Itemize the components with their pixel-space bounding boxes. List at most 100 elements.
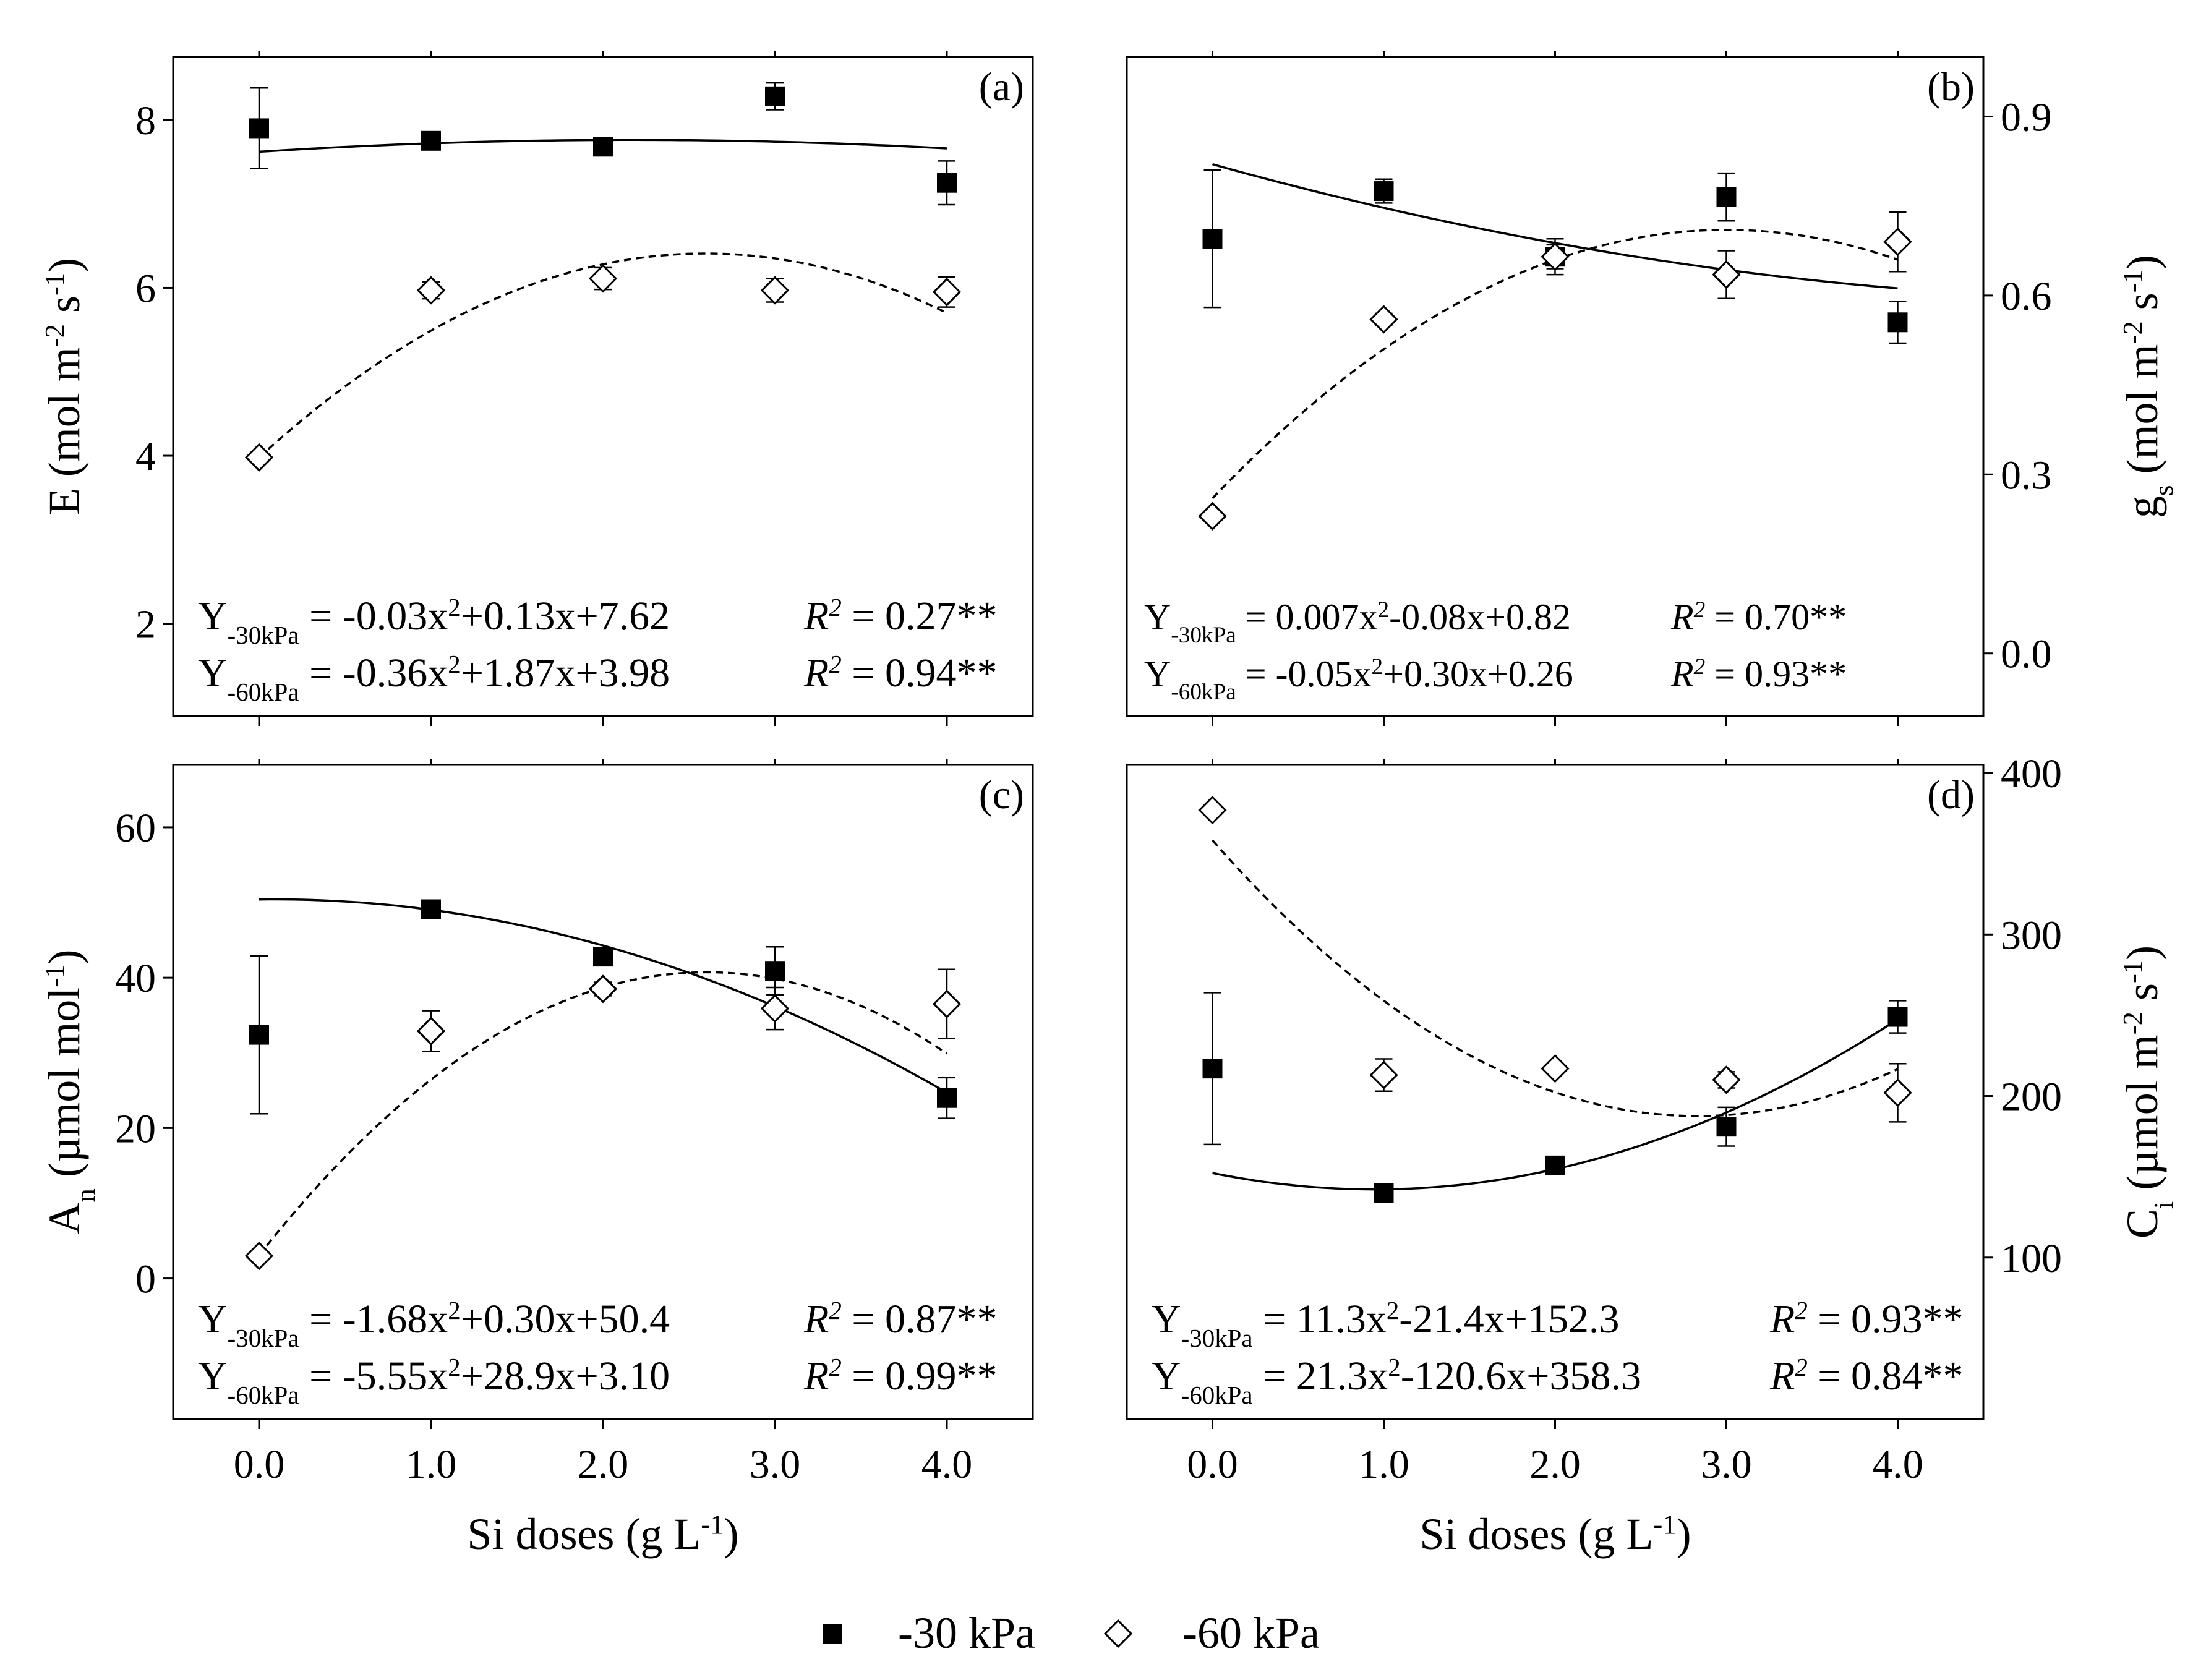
y-tick-label: 400 (2001, 751, 2062, 796)
panel-1: 2 4 6 8 E (mol m-2 s-1) (a) Y-30kPa = -0.03x2+… (39, 51, 1034, 726)
data-point-60kpa (1369, 1060, 1398, 1089)
legend-label-60kpa: -60 kPa (1182, 1608, 1320, 1658)
y-axis-label: gs (mol m-2 s-1) (2117, 255, 2179, 518)
data-point-60kpa (244, 443, 274, 472)
y-tick-label: 20 (115, 1106, 156, 1151)
y-tick-label: 60 (115, 806, 156, 851)
data-point-60kpa (1198, 501, 1227, 531)
regression-equation: Y-30kPa = 11.3x2-21.4x+152.3 (1152, 1297, 1620, 1352)
y-tick-label: 0 (135, 1257, 156, 1302)
y-tick-label: 200 (2001, 1075, 2062, 1120)
y-tick-label: 6 (135, 266, 156, 311)
data-point-30kpa (1887, 1007, 1908, 1027)
data-point-60kpa (1883, 1078, 1912, 1107)
regression-equation: Y-60kPa = 21.3x2-120.6x+358.3 (1152, 1354, 1641, 1409)
data-point-30kpa (593, 137, 613, 157)
regression-equation: Y-30kPa = 0.007x2-0.08x+0.82 (1144, 597, 1571, 648)
x-tick-label: 1.0 (1358, 1442, 1409, 1487)
panel-4: 0.0 1.0 2.0 3.0 4.0 100 200 300 400 Ci (µmol m-2 … (1126, 751, 2179, 1487)
data-point-60kpa (932, 989, 962, 1018)
data-point-30kpa (1202, 229, 1223, 249)
data-point-60kpa (416, 276, 446, 305)
y-tick-label: 300 (2001, 913, 2062, 958)
r-squared: R2 = 0.93** (1670, 654, 1847, 694)
data-point-60kpa (932, 278, 962, 307)
data-point-30kpa (1716, 1117, 1737, 1137)
data-point-30kpa (765, 86, 785, 106)
y-tick-label: 100 (2001, 1236, 2062, 1281)
data-point-60kpa (1541, 242, 1570, 271)
data-point-60kpa (1883, 227, 1912, 257)
data-point-60kpa (588, 264, 618, 293)
x-tick-label: 0.0 (1187, 1442, 1238, 1487)
legend: -30 kPa -60 kPa (823, 1608, 1320, 1658)
data-point-60kpa (760, 994, 790, 1023)
x-tick-label: 2.0 (578, 1442, 629, 1487)
data-point-60kpa (416, 1017, 446, 1046)
panel-letter: (d) (1927, 772, 1975, 817)
y-tick-label: 0.3 (2001, 453, 2052, 498)
data-point-30kpa (937, 173, 957, 193)
regression-equation: Y-30kPa = -1.68x2+0.30x+50.4 (198, 1297, 670, 1352)
r-squared: R2 = 0.94** (803, 650, 998, 696)
data-point-60kpa (244, 1241, 274, 1271)
y-tick-label: 0.6 (2001, 274, 2052, 319)
fit-line-30kpa (259, 898, 947, 1094)
data-point-30kpa (1374, 181, 1394, 202)
legend-label-30kpa: -30 kPa (898, 1608, 1035, 1658)
y-tick-label: 8 (135, 98, 156, 143)
data-point-30kpa (593, 947, 613, 967)
r-squared: R2 = 0.70** (1670, 597, 1847, 637)
legend-marker-60kpa (1103, 1619, 1133, 1648)
data-point-60kpa (760, 276, 790, 305)
r-squared: R2 = 0.84** (1769, 1354, 1964, 1399)
x-tick-label: 2.0 (1529, 1442, 1581, 1487)
x-tick-label: 3.0 (750, 1442, 801, 1487)
panel-letter: (b) (1927, 64, 1975, 109)
x-tick-label: 1.0 (406, 1442, 457, 1487)
data-point-30kpa (765, 961, 785, 981)
data-point-60kpa (588, 974, 618, 1004)
data-point-30kpa (249, 1025, 269, 1045)
data-point-30kpa (1887, 312, 1908, 333)
regression-equation: Y-60kPa = -0.05x2+0.30x+0.26 (1144, 654, 1573, 705)
y-tick-label: 2 (135, 602, 156, 647)
chart-panels: 2 4 6 8 E (mol m-2 s-1) (a) Y-30kPa = -0.03x2+… (39, 51, 2179, 1487)
x-axis-label: Si doses (g L-1) (1419, 1509, 1691, 1559)
regression-equation: Y-60kPa = -5.55x2+28.9x+3.10 (198, 1354, 670, 1409)
data-point-30kpa (1545, 1155, 1565, 1175)
data-point-30kpa (937, 1088, 957, 1108)
data-point-30kpa (1202, 1059, 1223, 1079)
y-axis-label: An (µmol mol-1) (39, 950, 101, 1235)
panel-letter: (a) (979, 64, 1024, 109)
panel-3: 0.0 1.0 2.0 3.0 4.0 0 20 40 60 An (µmol mol-1) (c)… (39, 759, 1034, 1487)
x-tick-label: 0.0 (234, 1442, 285, 1487)
regression-equation: Y-30kPa = -0.03x2+0.13x+7.62 (198, 594, 670, 649)
r-squared: R2 = 0.99** (803, 1354, 998, 1399)
y-axis-label: Ci (µmol m-2 s-1) (2117, 945, 2179, 1239)
legend-marker-30kpa (823, 1624, 842, 1644)
fit-line-60kpa (1212, 839, 1899, 1117)
y-tick-label: 0.0 (2001, 632, 2052, 677)
data-point-60kpa (1712, 260, 1741, 289)
r-squared: R2 = 0.87** (803, 1297, 998, 1342)
panel-2: 0.0 0.3 0.6 0.9 gs (mol m-2 s-1) (b) Y-30kPa =… (1126, 51, 2179, 726)
x-axis-label: Si doses (g L-1) (467, 1509, 738, 1559)
data-point-30kpa (1374, 1183, 1394, 1203)
data-point-60kpa (1198, 796, 1227, 825)
panel-letter: (c) (979, 772, 1024, 817)
data-point-30kpa (421, 899, 441, 919)
data-point-30kpa (421, 130, 441, 151)
x-tick-label: 4.0 (1872, 1442, 1923, 1487)
data-point-30kpa (1716, 187, 1737, 207)
x-tick-label: 3.0 (1701, 1442, 1752, 1487)
r-squared: R2 = 0.27** (803, 594, 998, 639)
y-axis-label: E (mol m-2 s-1) (39, 258, 89, 515)
x-tick-label: 4.0 (921, 1442, 973, 1487)
data-point-30kpa (249, 118, 269, 139)
data-point-60kpa (1712, 1065, 1741, 1094)
y-tick-label: 40 (115, 956, 156, 1001)
data-point-60kpa (1369, 305, 1398, 334)
y-tick-label: 4 (135, 434, 156, 479)
